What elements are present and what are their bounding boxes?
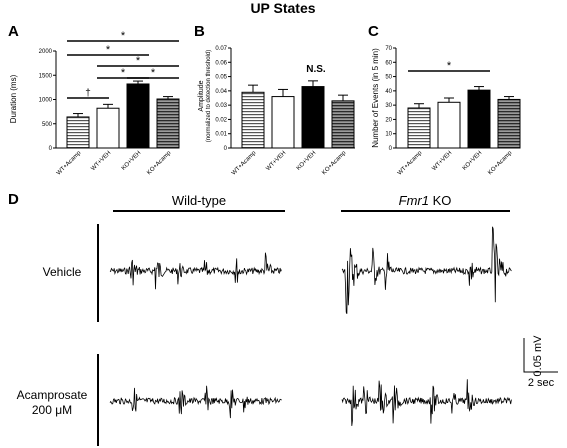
panel-c-category-label: KO+VEH [462,150,484,172]
panel-b-ytick-label: 0.06 [215,60,227,66]
panel-c-ytick-label: 50 [385,75,392,81]
panel-c-bar [497,98,521,149]
panel-c-bar [437,101,461,149]
panel-a-category-label: WT+VEH [90,150,112,172]
ko-acamp-trace [341,379,512,426]
panel-b-category-label: KO+VEH [296,150,318,172]
panel-a-ytick-label: 0 [49,146,53,152]
wt-acamp-trace [109,385,282,419]
panel-a-ytick-label: 2000 [39,49,53,55]
panel-b-ytick-label: 0.05 [215,75,227,81]
panel-a-bar [126,83,150,149]
panel-b-bar [331,100,355,149]
panel-c-bar [407,107,431,149]
panel-a-chart: Duration (ms) 0 500 1000 1500 2000 WT+Acamp WT… [9,30,180,177]
panel-a-sig-star: * [121,67,126,79]
panel-letter-d: D [8,191,19,208]
ephys-traces [109,226,512,426]
panel-b-ylabel-line1: Amplitude [198,80,205,111]
panel-c-ytick-label: 0 [389,146,393,152]
panel-a-category-label: KO+Acamp [146,150,173,177]
panel-c-bar [467,89,491,149]
panel-b-ytick-label: 0.07 [215,46,227,52]
panel-a-category-label: KO+VEH [121,150,143,172]
panel-c-ytick-label: 20 [385,117,392,123]
ko-column-label-rest: KO [429,193,451,208]
ko-column-label-gene: Fmr1 [399,193,429,208]
panel-b-bar [271,96,295,149]
vehicle-row-label: Vehicle [43,265,82,279]
panel-a-ytick-label: 1500 [39,73,53,79]
panel-a-ytick-label: 500 [42,122,53,128]
panel-letter-c: C [368,23,379,40]
panel-a-sig-star: * [136,55,141,67]
panel-a-sig-star: * [151,67,156,79]
panel-c-ytick-label: 70 [385,46,392,52]
panel-c-category-label: KO+Acamp [487,150,514,177]
panel-a-sig-star: * [121,30,126,42]
scale-bar [523,338,558,373]
panel-a-dagger: † [85,88,91,99]
figure-title: UP States [250,0,315,16]
wt-column-label: Wild-type [172,193,226,208]
panel-c-category-label: WT+Acamp [397,150,424,177]
panel-b-category-label: KO+Acamp [321,150,348,177]
scale-time-label: 2 sec [528,377,555,389]
panel-b-ylabel-line2: (normalized to detection threshold) [206,50,212,142]
panel-c-ytick-label: 60 [385,60,392,66]
panel-b-ns-label: N.S. [306,64,326,75]
acamp-row-label-line2: 200 μM [32,403,72,417]
panel-b-ytick-label: 0 [224,146,228,152]
scale-voltage-label: 0.05 mV [532,335,544,377]
panel-letter-b: B [194,23,205,40]
panel-a-bar [66,116,90,149]
panel-b-bar [241,91,265,149]
panel-letter-a: A [8,23,19,40]
panel-a-ylabel: Duration (ms) [9,74,18,123]
panel-b-ytick-label: 0.03 [215,103,227,109]
acamp-row-label-line1: Acamprosate [17,388,88,402]
wt-vehicle-trace [109,252,282,290]
panel-c-chart: Number of Events (in 5 min) 0 10 20 30 40 50 6… [371,46,521,177]
panel-b-category-label: WT+VEH [265,150,287,172]
panel-b-bar [301,86,325,149]
panel-b-ytick-label: 0.04 [215,89,227,95]
panel-c-ytick-label: 30 [385,103,392,109]
panel-c-ytick-label: 10 [385,132,392,138]
panel-a-bar [156,98,180,149]
ko-vehicle-trace [341,226,512,314]
panel-b-category-label: WT+Acamp [231,150,258,177]
panel-b-chart: Amplitude (normalized to detection thres… [198,46,355,177]
panel-c-ylabel: Number of Events (in 5 min) [371,48,380,148]
panel-c-category-label: WT+VEH [431,150,453,172]
panel-a-ytick-label: 1000 [39,98,53,104]
panel-a-category-label: WT+Acamp [56,150,83,177]
panel-d: Wild-type Fmr1 KO Vehicle Acamprosate 20… [17,193,558,446]
panel-b-ytick-label: 0.01 [215,132,227,138]
ko-column-label: Fmr1 KO [399,193,452,208]
panel-a-bar [96,107,120,149]
panel-b-ytick-label: 0.02 [215,117,227,123]
panel-c-ytick-label: 40 [385,89,392,95]
panel-c-sig-star: * [447,60,452,72]
panel-a-sig-star: * [106,44,111,56]
